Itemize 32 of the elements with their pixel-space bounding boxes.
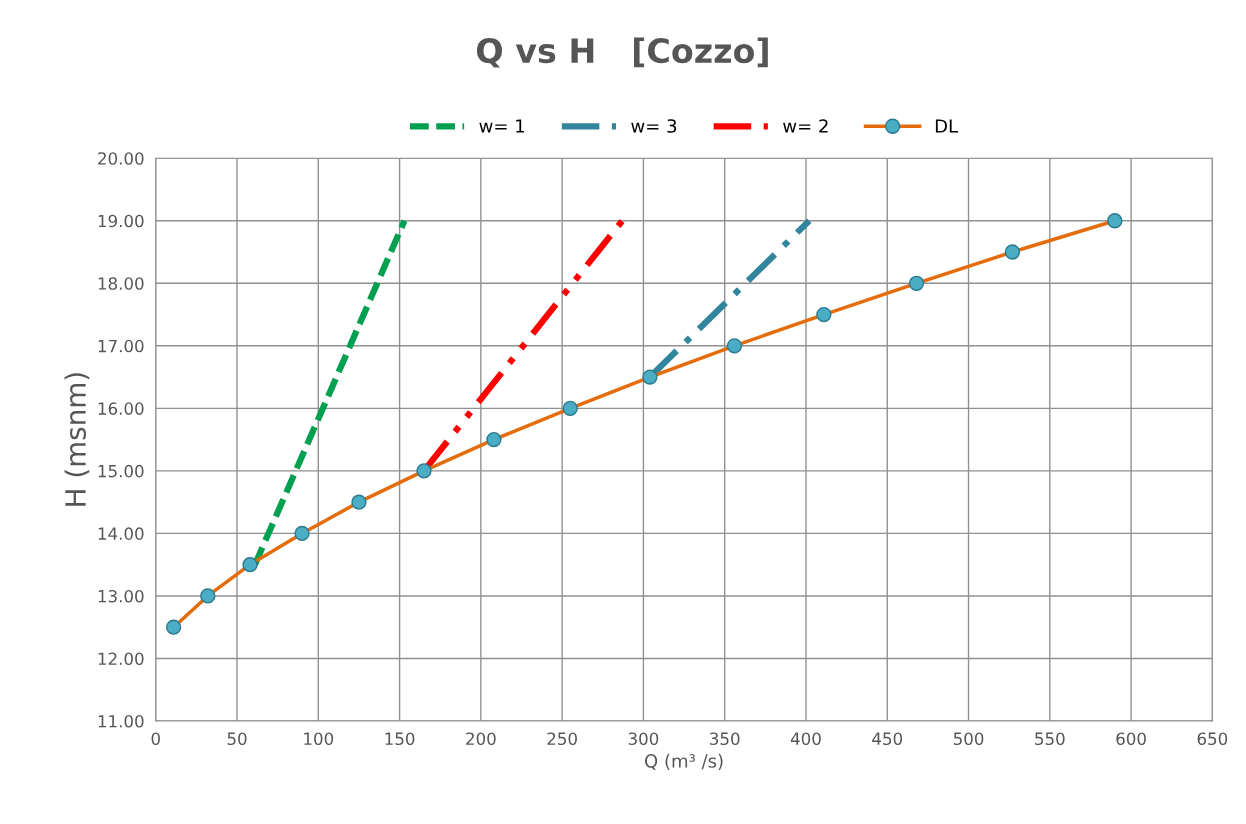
x-tick-label: 300 — [628, 732, 659, 746]
y-tick-label: 12.00 — [98, 652, 144, 666]
x-tick-label: 250 — [547, 732, 577, 746]
x-axis-title: Q (m³ /s) — [645, 753, 723, 770]
x-tick-label: 600 — [1116, 732, 1146, 746]
x-tick-label: 500 — [953, 732, 984, 746]
legend-label: w= 3 — [631, 119, 677, 133]
x-tick-label: 100 — [304, 732, 334, 746]
y-tick-label: 15.00 — [98, 464, 144, 478]
x-tick-label: 0 — [151, 732, 160, 746]
x-tick-label: 200 — [466, 732, 496, 746]
chart-title: Q vs H [Cozzo] — [476, 37, 768, 68]
y-tick-label: 20.00 — [98, 152, 144, 165]
legend-label: DL — [935, 119, 959, 133]
point — [642, 369, 658, 385]
x-tick-label: 450 — [872, 732, 903, 746]
legend-label: w= 1 — [479, 119, 525, 133]
legend-label: w= 2 — [783, 119, 828, 133]
y-tick-label: 11.00 — [98, 714, 144, 728]
x-tick-label: 350 — [710, 732, 740, 746]
y-tick-label: 17.00 — [98, 339, 144, 353]
y-tick-label: 14.00 — [98, 527, 144, 540]
y-tick-label: 18.00 — [98, 277, 144, 290]
y-tick-label: 19.00 — [98, 214, 144, 228]
y-tick-label: 16.00 — [98, 402, 144, 415]
x-tick-label: 150 — [385, 732, 415, 746]
y-tick-label: 13.00 — [98, 589, 144, 603]
x-tick-label: 650 — [1197, 732, 1228, 746]
y-axis-title: H (msnm) — [64, 373, 90, 506]
x-tick-label: 400 — [790, 732, 821, 746]
x-tick-label: 550 — [1035, 732, 1065, 746]
x-tick-label: 50 — [227, 732, 247, 746]
